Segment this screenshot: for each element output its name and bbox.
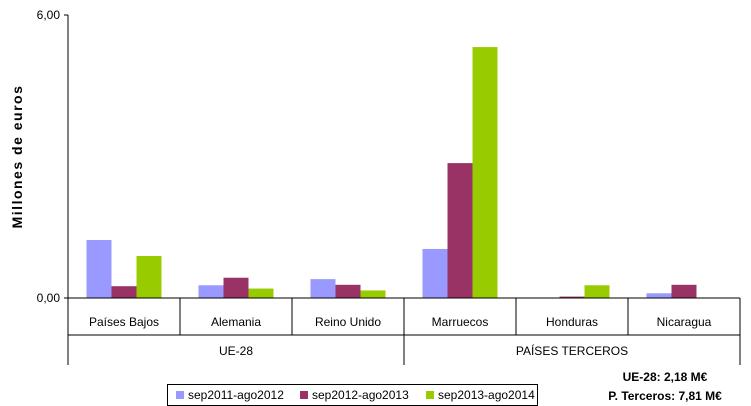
- legend-label-series-3: sep2013-ago2014: [438, 388, 535, 402]
- category-label: Países Bajos: [89, 315, 159, 329]
- category-label: Alemania: [211, 315, 261, 329]
- plot-area: 0,00 6,00 Millones de euros Países Bajos Ale…: [9, 8, 741, 365]
- group-label: PAÍSES TERCEROS: [516, 343, 628, 358]
- bar-2-2: [335, 284, 361, 298]
- bar-1-5: [646, 293, 672, 298]
- bar-1-0: [86, 239, 112, 298]
- bar-2-4: [559, 296, 585, 298]
- bar-3-3: [472, 47, 498, 298]
- bar-3-4: [584, 285, 610, 298]
- bar-1-2: [310, 279, 336, 298]
- bar-3-2: [360, 290, 386, 298]
- legend-swatch-series-3: [426, 391, 434, 399]
- bar-1-1: [198, 285, 224, 298]
- legend-label-series-2: sep2012-ago2013: [312, 388, 409, 402]
- legend-label-series-1: sep2011-ago2012: [188, 388, 284, 402]
- y-tick-label: 0,00: [37, 291, 61, 305]
- bar-3-0: [136, 256, 162, 298]
- category-label: Reino Unido: [315, 315, 381, 329]
- y-axis-title: Millones de euros: [9, 85, 25, 229]
- bar-1-3: [422, 248, 448, 298]
- note-terceros-total: P. Terceros: 7,81 M€: [608, 389, 722, 403]
- category-label: Nicaragua: [657, 315, 712, 329]
- group-label: UE-28: [219, 344, 253, 358]
- category-label: Marruecos: [432, 315, 489, 329]
- bar-3-1: [248, 288, 274, 298]
- bar-2-3: [447, 163, 473, 298]
- category-label: Honduras: [546, 315, 598, 329]
- legend-swatch-series-2: [300, 391, 308, 399]
- bar-2-1: [223, 277, 249, 298]
- legend-swatch-series-1: [176, 391, 184, 399]
- bar-2-0: [111, 286, 137, 298]
- note-ue28-total: UE-28: 2,18 M€: [622, 370, 708, 384]
- y-tick-label: 6,00: [37, 8, 61, 22]
- legend: sep2011-ago2012 sep2012-ago2013 sep2013-…: [167, 384, 538, 406]
- bar-2-5: [671, 284, 697, 298]
